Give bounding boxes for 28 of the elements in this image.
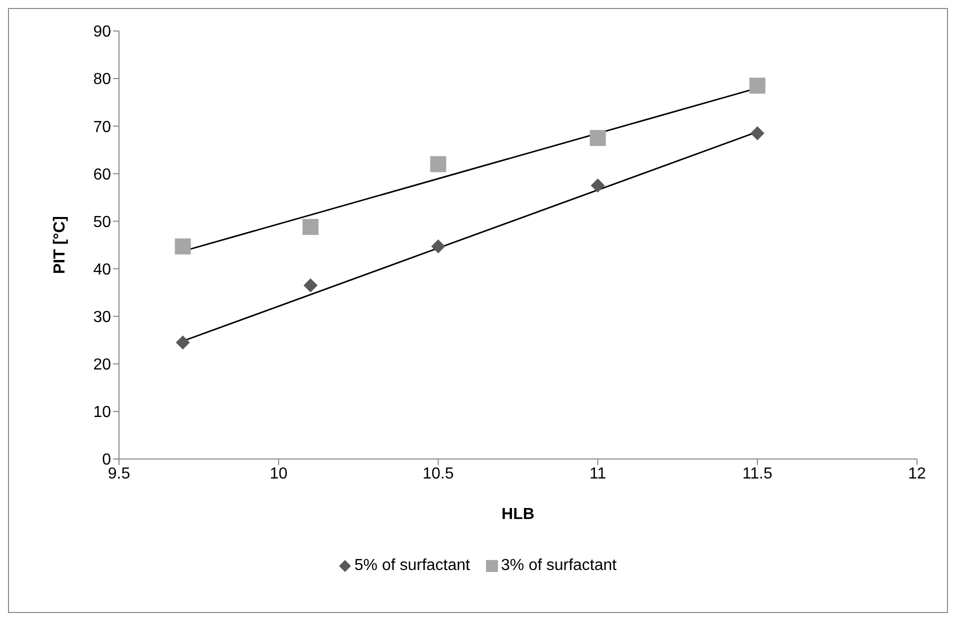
point [430, 156, 446, 172]
point [302, 218, 319, 235]
x-tick-label: 12 [908, 465, 926, 482]
point [176, 335, 190, 350]
y-tick-label: 30 [93, 309, 112, 326]
y-tick-label: 20 [93, 356, 112, 374]
y-tick-label: 90 [93, 24, 112, 41]
y-tick-label: 70 [93, 118, 112, 136]
point [174, 238, 191, 254]
x-tick-label: 10.5 [422, 465, 454, 482]
point [304, 278, 318, 292]
legend-label: 3% of surfactant [501, 557, 617, 575]
point [750, 126, 764, 140]
x-tick-label: 11.5 [742, 465, 772, 482]
point [590, 178, 605, 193]
point [431, 239, 446, 254]
legend-label: 5% of surfactant [354, 557, 470, 575]
y-tick-label: 40 [93, 261, 112, 278]
x-axis-title: HLB [502, 506, 534, 523]
point [749, 78, 766, 94]
y-axis-title: PIT [°C] [52, 216, 69, 274]
x-tick-label: 11 [589, 465, 606, 482]
y-tick-label: 60 [93, 166, 112, 184]
x-tick-label: 10 [270, 465, 288, 482]
y-tick-label: 80 [93, 71, 112, 88]
y-tick-label: 10 [93, 404, 112, 422]
point [590, 130, 606, 146]
y-tick-label: 50 [93, 214, 112, 231]
